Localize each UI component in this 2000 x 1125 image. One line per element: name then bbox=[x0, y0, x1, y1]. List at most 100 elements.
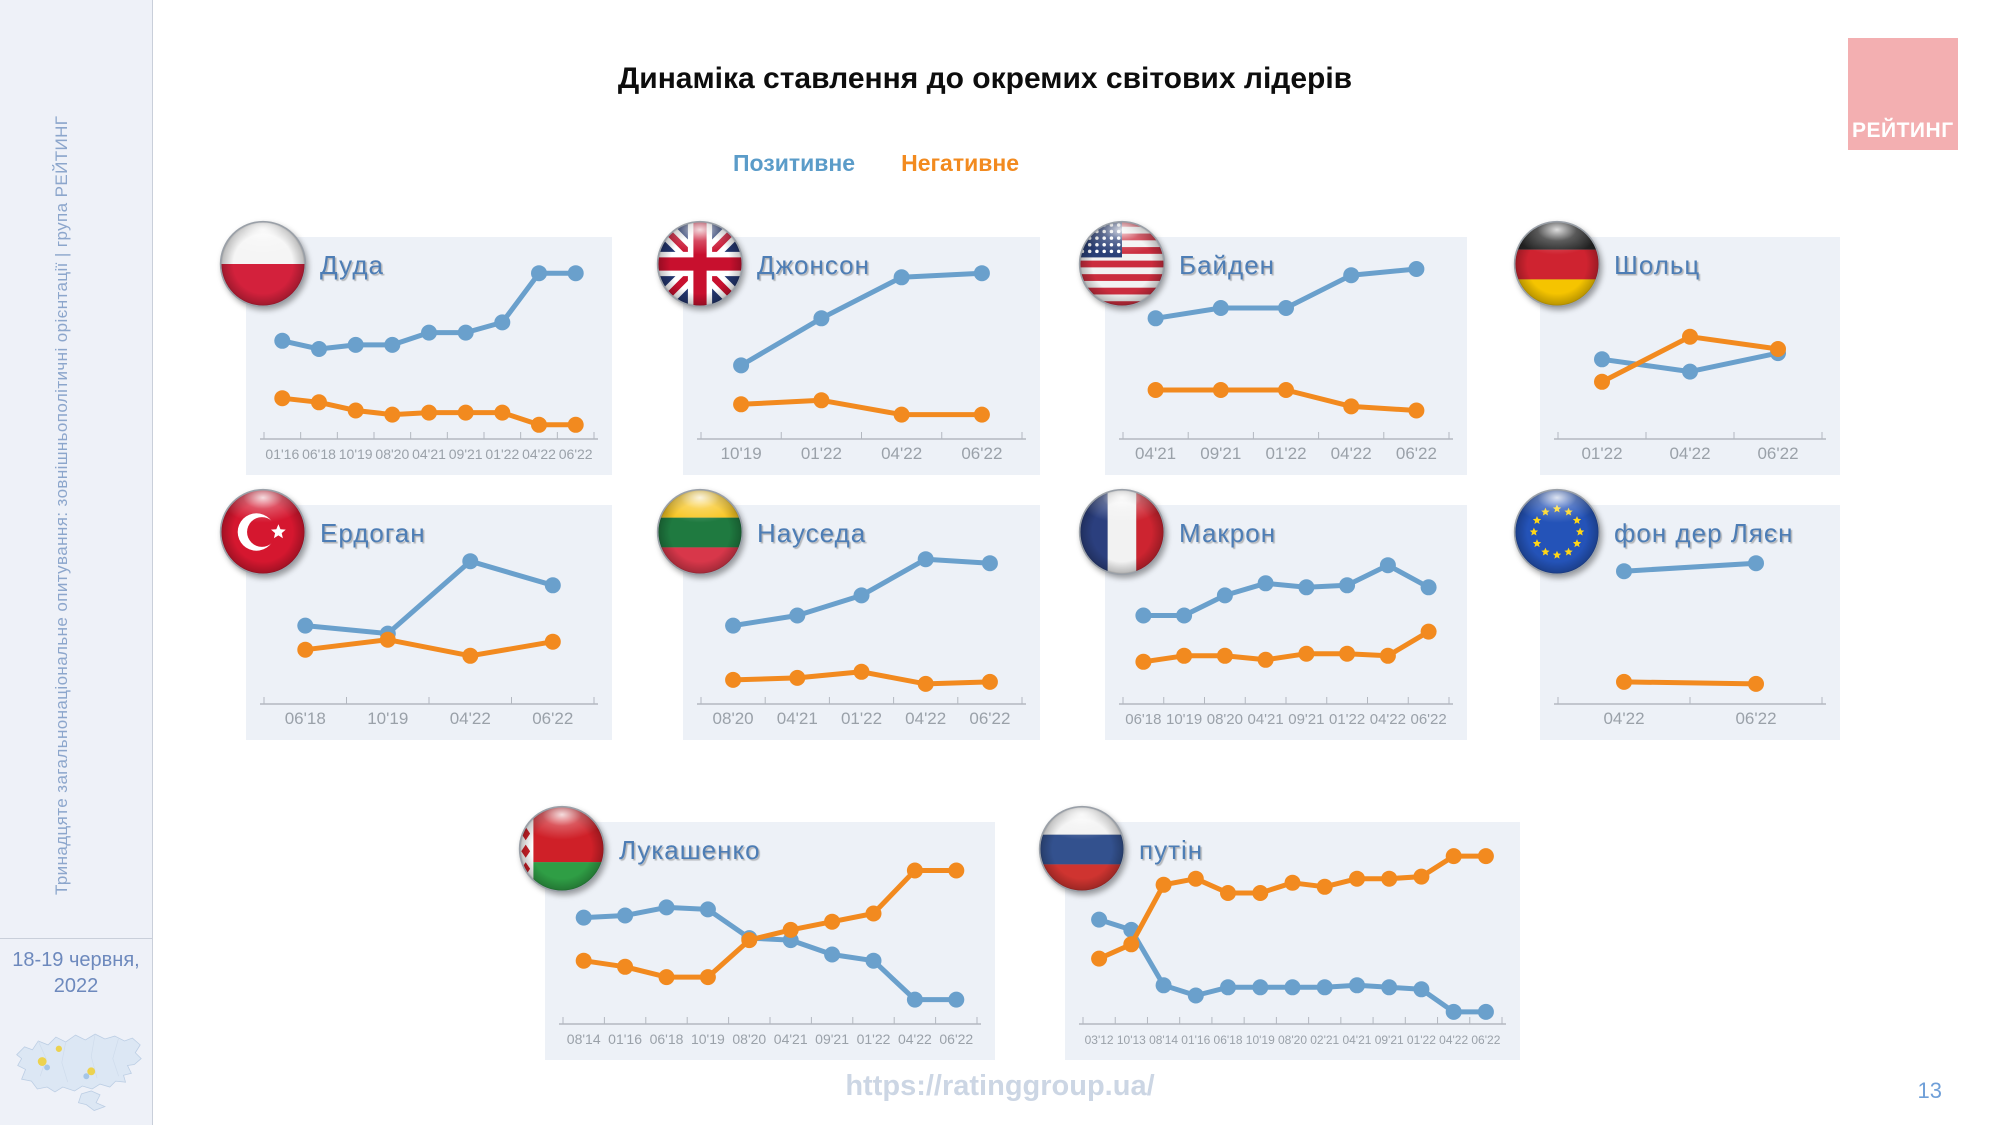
chart-card-lukashenko: Лукашенко 08'14 01'16 06'18 10'19 08'20 04'21 0… bbox=[518, 805, 995, 1060]
belarus-flag-icon bbox=[518, 805, 606, 893]
page-number: 13 bbox=[1917, 1078, 1942, 1103]
x-tick-label: 04'21 bbox=[1248, 711, 1284, 728]
x-tick-label: 08'20 bbox=[1278, 1033, 1307, 1047]
x-tick-label: 06'22 bbox=[939, 1031, 973, 1047]
x-tick-label: 01'22 bbox=[485, 446, 519, 462]
x-tick-label: 04'21 bbox=[412, 446, 446, 462]
x-tick-label: 04'22 bbox=[1331, 444, 1372, 463]
leader-name-lukashenko: Лукашенко bbox=[619, 835, 761, 865]
x-tick-label: 08'20 bbox=[1207, 711, 1243, 728]
x-tick-label: 01'22 bbox=[1581, 444, 1622, 463]
x-tick-label: 08'20 bbox=[375, 446, 409, 462]
x-tick-label: 04'22 bbox=[898, 1031, 932, 1047]
plot-scholz: 01'22 04'22 06'22 bbox=[1554, 328, 1826, 463]
survey-date-line2: 2022 bbox=[53, 975, 99, 997]
legend: Позитивне Негативне bbox=[733, 150, 1019, 177]
x-tick-label: 09'21 bbox=[1288, 711, 1324, 728]
x-tick-label: 06'22 bbox=[969, 709, 1010, 728]
legend-negative-label: Негативне bbox=[901, 150, 1020, 176]
plot-erdogan: 06'18 10'19 04'22 06'22 bbox=[260, 553, 598, 728]
chart-card-biden: Байден 04'21 09'21 01'22 04'22 06'22 bbox=[1078, 220, 1467, 475]
sidebar-divider bbox=[0, 938, 152, 939]
poland-flag-icon bbox=[219, 220, 307, 308]
x-tick-label: 06'22 bbox=[1471, 1033, 1500, 1047]
survey-date-line1: 18-19 червня, bbox=[12, 949, 140, 971]
x-tick-label: 01'22 bbox=[1329, 711, 1365, 728]
x-tick-label: 08'14 bbox=[567, 1031, 601, 1047]
leader-name-johnson: Джонсон bbox=[757, 250, 870, 280]
russia-flag-icon bbox=[1038, 805, 1126, 893]
x-tick-label: 10'19 bbox=[367, 709, 408, 728]
x-tick-label: 06'22 bbox=[1735, 709, 1776, 728]
x-tick-label: 01'22 bbox=[801, 444, 842, 463]
x-tick-label: 04'22 bbox=[1603, 709, 1644, 728]
x-tick-label: 10'19 bbox=[721, 444, 762, 463]
chart-card-duda: Дуда 01'16 06'18 10'19 08'20 04'21 09'21 01'22 0… bbox=[219, 220, 612, 475]
survey-title-vertical: Тринадцяте загальнонаціональне опитуванн… bbox=[52, 115, 71, 895]
leader-name-putin: путін bbox=[1139, 835, 1204, 865]
x-tick-label: 04'21 bbox=[1135, 444, 1176, 463]
chart-background bbox=[246, 237, 612, 475]
uk-flag-icon bbox=[656, 220, 744, 308]
chart-background bbox=[1105, 237, 1467, 475]
leader-name-biden: Байден bbox=[1179, 250, 1276, 280]
x-tick-label: 01'16 bbox=[265, 446, 299, 462]
plot-johnson: 10'19 01'22 04'22 06'22 bbox=[697, 265, 1026, 463]
plot-putin: 03'12 10'13 08'14 01'16 06'18 10'19 08'20 02'21… bbox=[1079, 848, 1506, 1047]
leader-name-vonderleyen: фон дер Ляєн bbox=[1614, 518, 1794, 548]
x-tick-label: 06'22 bbox=[559, 446, 593, 462]
x-tick-label: 06'18 bbox=[1125, 711, 1161, 728]
x-tick-label: 04'22 bbox=[1669, 444, 1710, 463]
x-tick-label: 08'20 bbox=[732, 1031, 766, 1047]
chart-card-nauseda: Науседа 08'20 04'21 01'22 04'22 06'22 bbox=[656, 488, 1040, 740]
chart-card-putin: путін 03'12 10'13 08'14 01'16 06'18 10'19 08'20… bbox=[1038, 805, 1520, 1060]
x-tick-label: 06'22 bbox=[1396, 444, 1437, 463]
x-tick-label: 09'21 bbox=[1375, 1033, 1404, 1047]
logo-text: РЕЙТИНГ bbox=[1852, 119, 1954, 142]
plot-nauseda: 08'20 04'21 01'22 04'22 06'22 bbox=[697, 551, 1026, 728]
chart-card-scholz: Шольц 01'22 04'22 06'22 bbox=[1513, 220, 1840, 475]
x-tick-label: 06'22 bbox=[961, 444, 1002, 463]
leader-name-scholz: Шольц bbox=[1614, 250, 1701, 280]
x-tick-label: 04'22 bbox=[1370, 711, 1406, 728]
x-tick-label: 06'22 bbox=[1757, 444, 1798, 463]
x-tick-label: 02'21 bbox=[1310, 1033, 1339, 1047]
page-title: Динаміка ставлення до окремих світових л… bbox=[617, 62, 1353, 95]
plot-duda: 01'16 06'18 10'19 08'20 04'21 09'21 01'22 04'22… bbox=[260, 265, 598, 462]
france-flag-icon bbox=[1078, 488, 1166, 576]
survey-date: 18-19 червня, 2022 bbox=[0, 947, 152, 999]
ukraine-map-icon bbox=[16, 1033, 142, 1111]
leader-name-nauseda: Науседа bbox=[757, 518, 867, 548]
x-tick-label: 04'22 bbox=[905, 709, 946, 728]
x-tick-label: 03'12 bbox=[1085, 1033, 1114, 1047]
x-tick-label: 01'22 bbox=[841, 709, 882, 728]
x-tick-label: 04'22 bbox=[881, 444, 922, 463]
turkey-flag-icon bbox=[219, 488, 307, 576]
x-tick-label: 09'21 bbox=[449, 446, 483, 462]
x-tick-label: 04'22 bbox=[450, 709, 491, 728]
usa-flag-icon bbox=[1078, 220, 1166, 308]
x-tick-label: 04'22 bbox=[522, 446, 556, 462]
x-tick-label: 10'19 bbox=[1166, 711, 1202, 728]
x-tick-label: 06'18 bbox=[650, 1031, 684, 1047]
x-tick-label: 10'19 bbox=[339, 446, 373, 462]
chart-card-macron: Макрон 06'18 10'19 08'20 04'21 09'21 01'22 04'2… bbox=[1078, 488, 1467, 740]
footer-url-link[interactable]: https://ratinggroup.ua/ bbox=[845, 1070, 1155, 1102]
leader-name-duda: Дуда bbox=[320, 250, 384, 280]
x-tick-label: 09'21 bbox=[815, 1031, 849, 1047]
x-tick-label: 06'18 bbox=[285, 709, 326, 728]
germany-flag-icon bbox=[1513, 220, 1601, 308]
eu-flag-icon bbox=[1513, 488, 1601, 576]
legend-positive-label: Позитивне bbox=[733, 150, 856, 176]
x-tick-label: 06'18 bbox=[302, 446, 336, 462]
x-tick-label: 10'19 bbox=[691, 1031, 725, 1047]
x-tick-label: 10'19 bbox=[1246, 1033, 1275, 1047]
rating-group-logo: РЕЙТИНГ bbox=[1848, 38, 1958, 150]
plot-biden: 04'21 09'21 01'22 04'22 06'22 bbox=[1119, 261, 1453, 463]
x-tick-label: 01'22 bbox=[1265, 444, 1306, 463]
x-tick-label: 10'13 bbox=[1117, 1033, 1146, 1047]
x-tick-label: 01'16 bbox=[608, 1031, 642, 1047]
x-tick-label: 08'14 bbox=[1149, 1033, 1178, 1047]
leader-name-macron: Макрон bbox=[1179, 518, 1277, 548]
plot-vonderleyen: 04'22 06'22 bbox=[1554, 555, 1826, 728]
